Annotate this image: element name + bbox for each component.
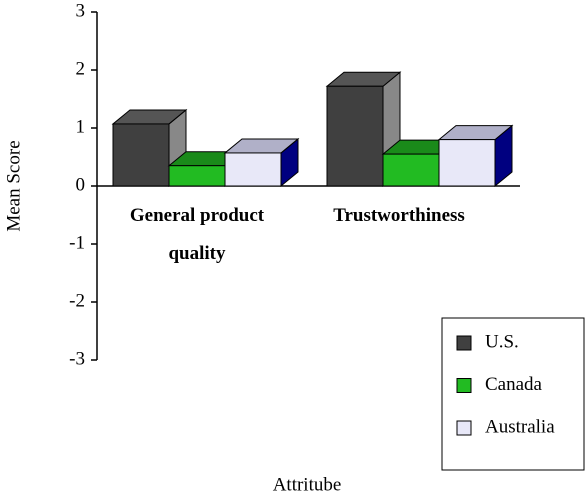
x-tick-label: General product quality: [129, 205, 265, 264]
y-tick-label: 0: [76, 174, 86, 195]
bar: [112, 123, 170, 187]
legend-label: Australia: [485, 416, 555, 437]
x-tick-label: Trustworthiness: [333, 205, 465, 226]
y-tick-label: -2: [69, 290, 85, 311]
legend-swatch: [456, 420, 472, 436]
y-axis-label: Mean Score: [3, 140, 24, 231]
bar: [382, 153, 440, 187]
y-tick-label: -1: [69, 232, 85, 253]
bar: [438, 139, 496, 187]
legend-swatch: [456, 335, 472, 351]
legend-swatch: [456, 378, 472, 393]
bar: [326, 85, 384, 187]
y-tick-label: 2: [76, 58, 86, 79]
y-tick-label: 1: [76, 116, 86, 137]
y-tick-label: 3: [76, 0, 86, 21]
bar: [168, 165, 226, 187]
y-tick-label: -3: [69, 348, 85, 369]
legend-label: Canada: [485, 374, 543, 395]
x-axis-label: Attritube: [273, 474, 342, 495]
bar: [224, 152, 282, 187]
legend-label: U.S.: [485, 331, 519, 352]
